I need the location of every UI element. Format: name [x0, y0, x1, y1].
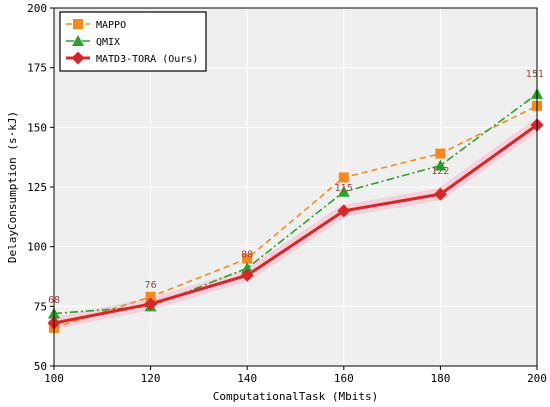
legend: MAPPO QMIX MATD3-TORA (Ours): [60, 12, 206, 71]
y-tick-label: 50: [34, 360, 47, 373]
data-label: 122: [431, 166, 449, 177]
data-label: 76: [145, 280, 157, 291]
x-axis-label: ComputationalTask (Mbits): [213, 390, 379, 403]
series-1-marker: [435, 149, 445, 159]
legend-entry: QMIX: [96, 37, 120, 48]
y-tick-label: 100: [27, 241, 47, 254]
y-tick-label: 150: [27, 121, 47, 134]
series-1-marker: [339, 172, 349, 182]
y-tick-label: 175: [27, 62, 47, 75]
x-axis-ticks: 100 120 140 160 180 200: [44, 366, 547, 385]
y-tick-label: 75: [34, 300, 47, 313]
legend-swatch-marker: [73, 19, 83, 29]
y-tick-label: 125: [27, 181, 47, 194]
x-tick-label: 140: [237, 372, 257, 385]
legend-entry: MATD3-TORA (Ours): [96, 54, 198, 65]
data-label: 115: [335, 183, 353, 194]
data-label: 151: [526, 69, 544, 80]
legend-entry: MAPPO: [96, 20, 126, 31]
data-label: 88: [241, 249, 253, 260]
x-tick-label: 100: [44, 372, 64, 385]
x-tick-label: 200: [527, 372, 547, 385]
x-tick-label: 160: [334, 372, 354, 385]
x-tick-label: 180: [430, 372, 450, 385]
y-tick-label: 200: [27, 2, 47, 15]
y-axis-label: DelayConsumption (s·kJ): [6, 111, 19, 263]
x-tick-label: 120: [141, 372, 161, 385]
